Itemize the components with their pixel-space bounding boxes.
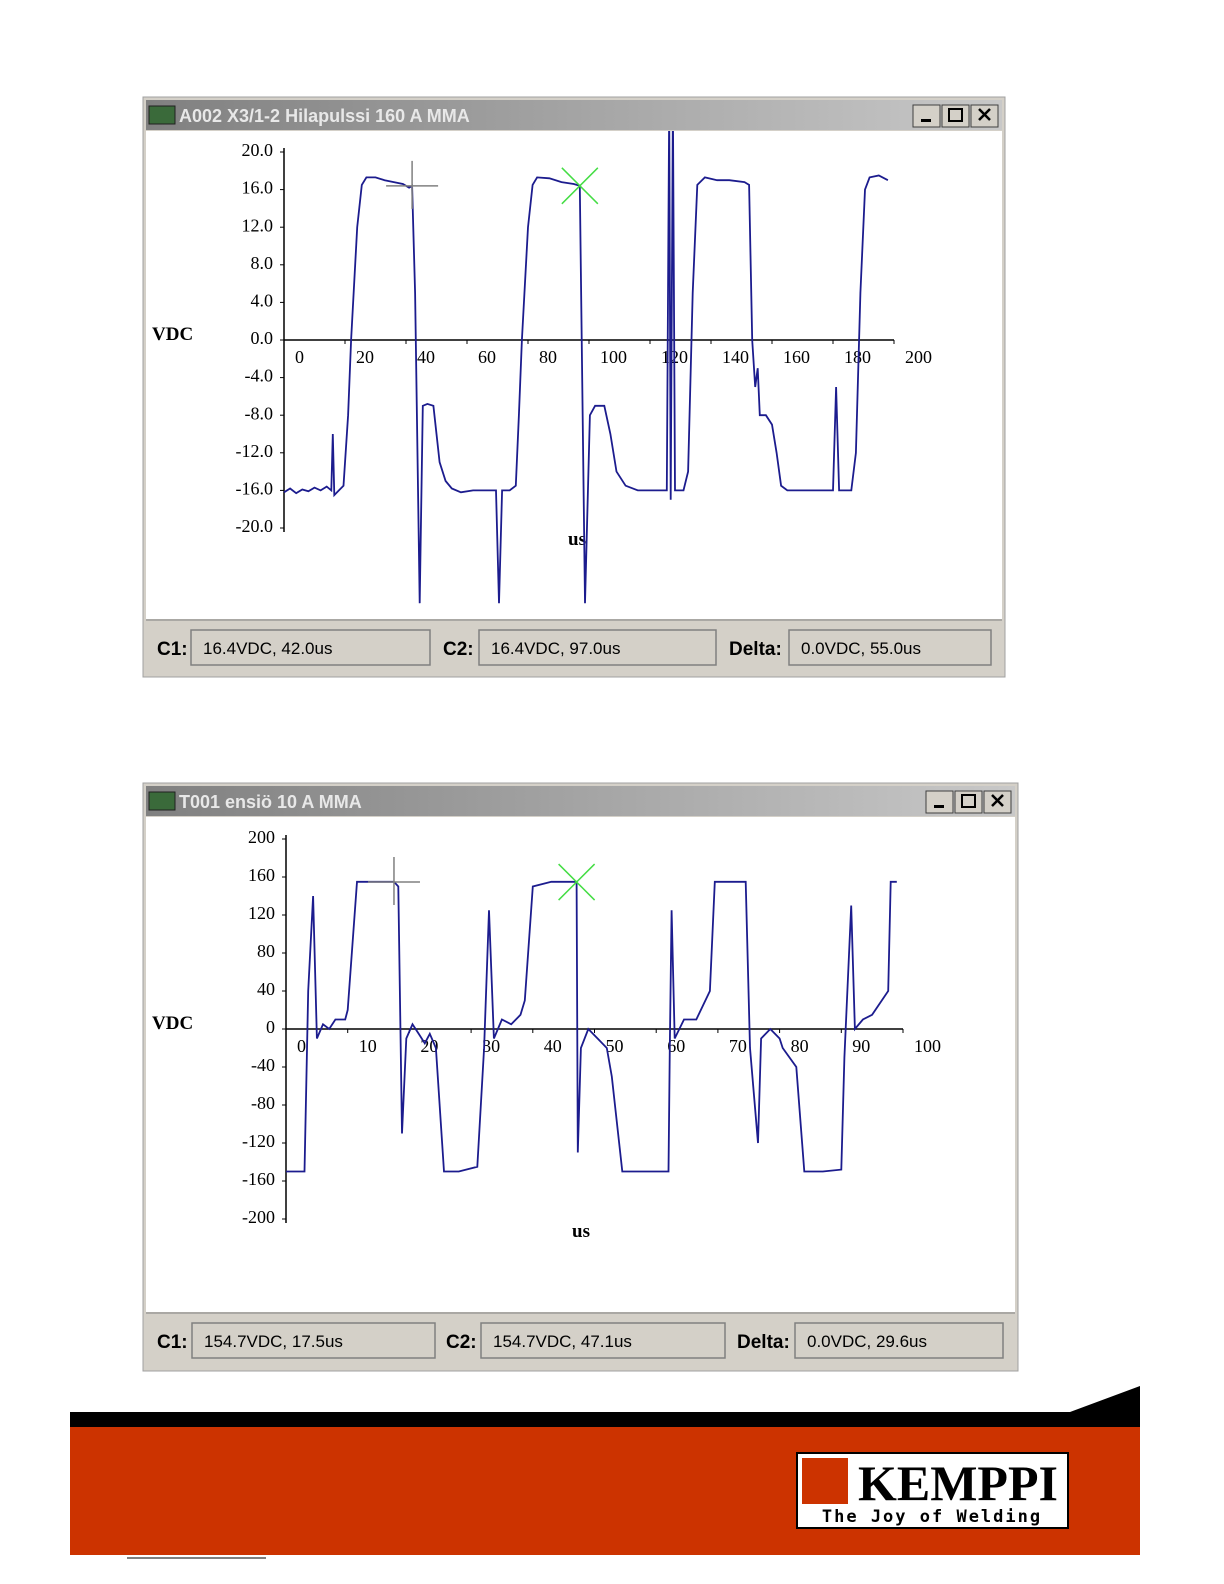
y-tick-label: -4.0 [245,366,274,386]
y-tick-label: -12.0 [236,441,274,461]
y-tick-label: 0 [266,1017,275,1037]
logo-slogan: The Joy of Welding [822,1507,1042,1527]
status-value: 0.0VDC, 29.6us [807,1332,927,1351]
status-value: 16.4VDC, 42.0us [203,639,332,658]
y-tick-label: -8.0 [245,403,274,423]
y-tick-label: -40 [251,1055,275,1075]
status-label: C1: [157,1332,188,1353]
x-tick-label: 90 [852,1036,870,1056]
status-field [478,629,717,666]
window-title: T001 ensiö 10 A MMA [179,792,362,812]
x-tick-label: 10 [359,1036,377,1056]
y-tick-label: 200 [248,827,275,847]
y-tick-label: 80 [257,941,275,961]
x-tick-label: 60 [667,1036,685,1056]
logo-brand: KEMPPI [858,1455,1058,1511]
y-tick-label: -16.0 [236,479,274,499]
x-tick-label: 0 [297,1036,306,1056]
y-tick-label: -80 [251,1093,275,1113]
y-tick-label: 120 [248,903,275,923]
y-tick-label: -120 [242,1131,275,1151]
y-tick-label: 16.0 [242,178,274,198]
logo-emblem [802,1458,848,1504]
glyph [978,108,991,121]
status-value: 0.0VDC, 55.0us [801,639,921,658]
y-tick-label: -200 [242,1207,275,1227]
y-tick-label: 8.0 [251,253,274,273]
y-axis-label: VDC [152,1013,193,1034]
window: A002 X3/1-2 Hilapulssi 160 A MMA 20.0 16.0… [142,96,1006,678]
status-field [794,1322,1004,1359]
glyph [934,805,944,808]
x-tick-label: 20 [356,347,374,367]
status-value: 154.7VDC, 17.5us [204,1332,343,1351]
footer-band [70,1386,1140,1456]
maximize-button[interactable] [941,104,970,128]
status-label: Delta: [729,639,782,660]
status-value: 154.7VDC, 47.1us [493,1332,632,1351]
window-icon [148,791,176,811]
status-value: 16.4VDC, 97.0us [491,639,620,658]
x-tick-label: 50 [606,1036,624,1056]
y-axis-label: VDC [152,324,193,345]
window-title: A002 X3/1-2 Hilapulssi 160 A MMA [179,106,470,126]
x-tick-label: 80 [539,347,557,367]
footer: KEMPPI The Joy of Welding [70,1386,1140,1559]
cursor [386,160,439,209]
minimize-button[interactable] [925,790,954,814]
plot-area [146,131,1002,619]
x-tick-label: 100 [600,347,627,367]
status-field [480,1322,726,1359]
window-icon [148,105,176,125]
x-tick-label: 0 [295,347,304,367]
x-tick-label: 100 [914,1036,941,1056]
y-tick-label: 4.0 [251,291,274,311]
glyph [948,108,963,122]
status-label: C2: [443,639,474,660]
minimize-face [925,790,954,814]
glyph [921,119,931,122]
close-button[interactable] [970,104,999,128]
close-button[interactable] [983,790,1012,814]
x-tick-label: 60 [478,347,496,367]
x-tick-label: 180 [844,347,871,367]
x-tick-label: 30 [482,1036,500,1056]
window: T001 ensiö 10 A MMA 200 160 120 80 40 0 -40 -80 -… [142,782,1019,1372]
x-tick-label: 140 [722,347,749,367]
x-axis-label: us [572,1221,590,1242]
x-axis-label: us [568,529,586,550]
y-tick-label: -20.0 [236,516,274,536]
y-tick-label: -160 [242,1169,275,1189]
status-label: C1: [157,639,188,660]
y-tick-label: 12.0 [242,215,274,235]
status-field [190,629,431,666]
glyph [961,794,976,808]
minimize-face [912,104,941,128]
waveform [283,131,889,604]
x-tick-label: 40 [544,1036,562,1056]
y-tick-label: 40 [257,979,275,999]
x-tick-label: 40 [417,347,435,367]
y-tick-label: 20.0 [242,140,274,160]
status-label: C2: [446,1332,477,1353]
cursor [561,167,599,205]
cursor [558,863,596,901]
y-tick-label: 0.0 [251,328,274,348]
y-tick-label: 160 [248,865,275,885]
status-field [191,1322,436,1359]
cursor [367,857,420,906]
title-bar [146,100,1002,130]
title-bar [146,786,1015,816]
x-tick-label: 160 [783,347,810,367]
x-tick-label: 200 [905,347,932,367]
x-tick-label: 80 [791,1036,809,1056]
x-tick-label: 70 [729,1036,747,1056]
status-field [788,629,992,666]
maximize-button[interactable] [954,790,983,814]
glyph [991,794,1004,807]
minimize-button[interactable] [912,104,941,128]
status-label: Delta: [737,1332,790,1353]
